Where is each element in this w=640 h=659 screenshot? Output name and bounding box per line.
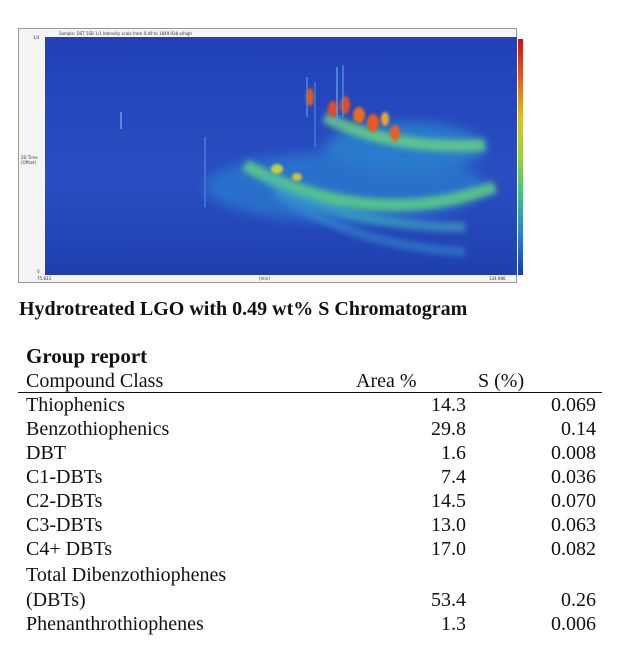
chromatogram-panel: Sample: DST 5SB 1/1 Intensity scale from… xyxy=(18,28,523,283)
compound-class-cell: Benzothiophenics xyxy=(26,418,170,440)
sulfur-cell: 0.14 xyxy=(561,418,596,440)
y-bottom-tick: 0 xyxy=(37,269,40,274)
table-row: C2-DBTs 14.5 0.070 xyxy=(18,490,602,514)
table-row: Total Dibenzothiophenes xyxy=(18,564,602,588)
x-left-tick: 75.833 xyxy=(37,276,51,281)
compound-class-cell: C3-DBTs xyxy=(26,514,103,536)
chromatogram-header: Sample: DST 5SB 1/1 Intensity scale from… xyxy=(59,31,192,36)
compound-class-cell: C2-DBTs xyxy=(26,490,103,512)
compound-class-cell: DBT xyxy=(26,442,66,464)
sulfur-cell: 0.26 xyxy=(561,589,596,611)
area-cell: 1.6 xyxy=(441,442,466,464)
column-header-sulfur: S (%) xyxy=(478,370,525,392)
y-axis-label: 2D Time (Offset) xyxy=(21,155,38,165)
area-cell: 29.8 xyxy=(431,418,466,440)
x-right-tick: 134.986 xyxy=(489,276,506,281)
table-row: C3-DBTs 13.0 0.063 xyxy=(18,514,602,538)
report-title: Group report xyxy=(26,344,148,368)
column-header-area: Area % xyxy=(356,370,417,392)
column-header-compound-class: Compound Class xyxy=(26,370,164,392)
table-row: C1-DBTs 7.4 0.036 xyxy=(18,466,602,490)
sulfur-cell: 0.069 xyxy=(551,394,596,416)
area-cell: 7.4 xyxy=(441,466,466,488)
header-divider xyxy=(18,392,602,393)
intensity-colorbar xyxy=(518,39,523,275)
x-axis-label: [min] xyxy=(259,276,270,281)
area-cell: 14.5 xyxy=(431,490,466,512)
chromatogram-plot xyxy=(45,37,517,275)
area-cell: 17.0 xyxy=(431,538,466,560)
table-row: Benzothiophenics 29.8 0.14 xyxy=(18,418,602,442)
sulfur-cell: 0.036 xyxy=(551,466,596,488)
table-row: Thiophenics 14.3 0.069 xyxy=(18,394,602,418)
compound-class-cell: (DBTs) xyxy=(26,589,86,611)
compound-class-cell: C4+ DBTs xyxy=(26,538,113,560)
sulfur-cell: 0.070 xyxy=(551,490,596,512)
compound-class-cell: C1-DBTs xyxy=(26,466,103,488)
sulfur-cell: 0.082 xyxy=(551,538,596,560)
sulfur-cell: 0.063 xyxy=(551,514,596,536)
compound-class-cell: Thiophenics xyxy=(26,394,125,416)
area-cell: 13.0 xyxy=(431,514,466,536)
table-row: C4+ DBTs 17.0 0.082 xyxy=(18,538,602,562)
table-row: Phenanthrothiophenes 1.3 0.006 xyxy=(18,613,602,637)
compound-class-cell: Total Dibenzothiophenes xyxy=(26,564,227,586)
table-row: (DBTs) 53.4 0.26 xyxy=(18,589,602,613)
area-cell: 14.3 xyxy=(431,394,466,416)
compound-class-cell: Phenanthrothiophenes xyxy=(26,613,204,635)
y-top-tick: 1/4 xyxy=(33,35,40,40)
sulfur-cell: 0.006 xyxy=(551,613,596,635)
sulfur-cell: 0.008 xyxy=(551,442,596,464)
chromatogram-caption: Hydrotreated LGO with 0.49 wt% S Chromat… xyxy=(19,298,468,320)
area-cell: 53.4 xyxy=(431,589,466,611)
table-row: DBT 1.6 0.008 xyxy=(18,442,602,466)
area-cell: 1.3 xyxy=(441,613,466,635)
